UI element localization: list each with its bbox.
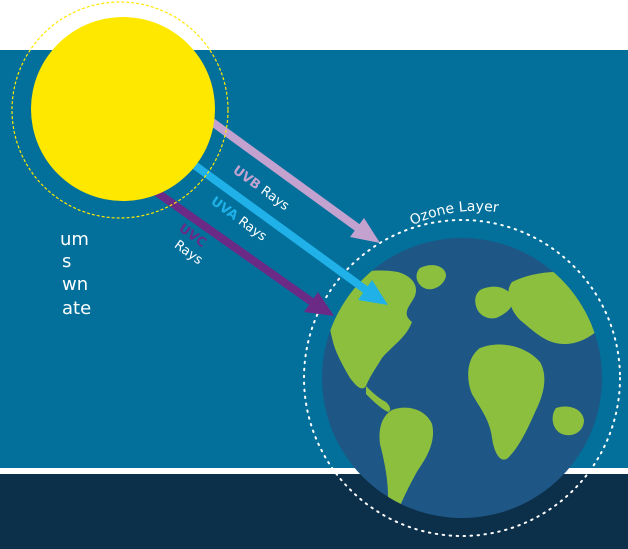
north-america [326,270,417,389]
greenland [416,265,446,290]
sun-disc [31,17,215,201]
body-text-line-3: wn [62,274,89,295]
central-america [366,386,391,412]
africa [468,344,545,460]
ozone-layer-ring [303,219,621,537]
body-text-line-4: ate [62,298,92,319]
earth [322,238,602,518]
sun-glow-ring [11,1,229,219]
south-america [379,407,434,517]
australia [552,406,584,436]
white-divider [0,468,628,474]
body-text-line-2: s [62,251,72,272]
sun [11,1,229,219]
europe [475,286,513,319]
body-text-line-1: um [60,229,89,250]
